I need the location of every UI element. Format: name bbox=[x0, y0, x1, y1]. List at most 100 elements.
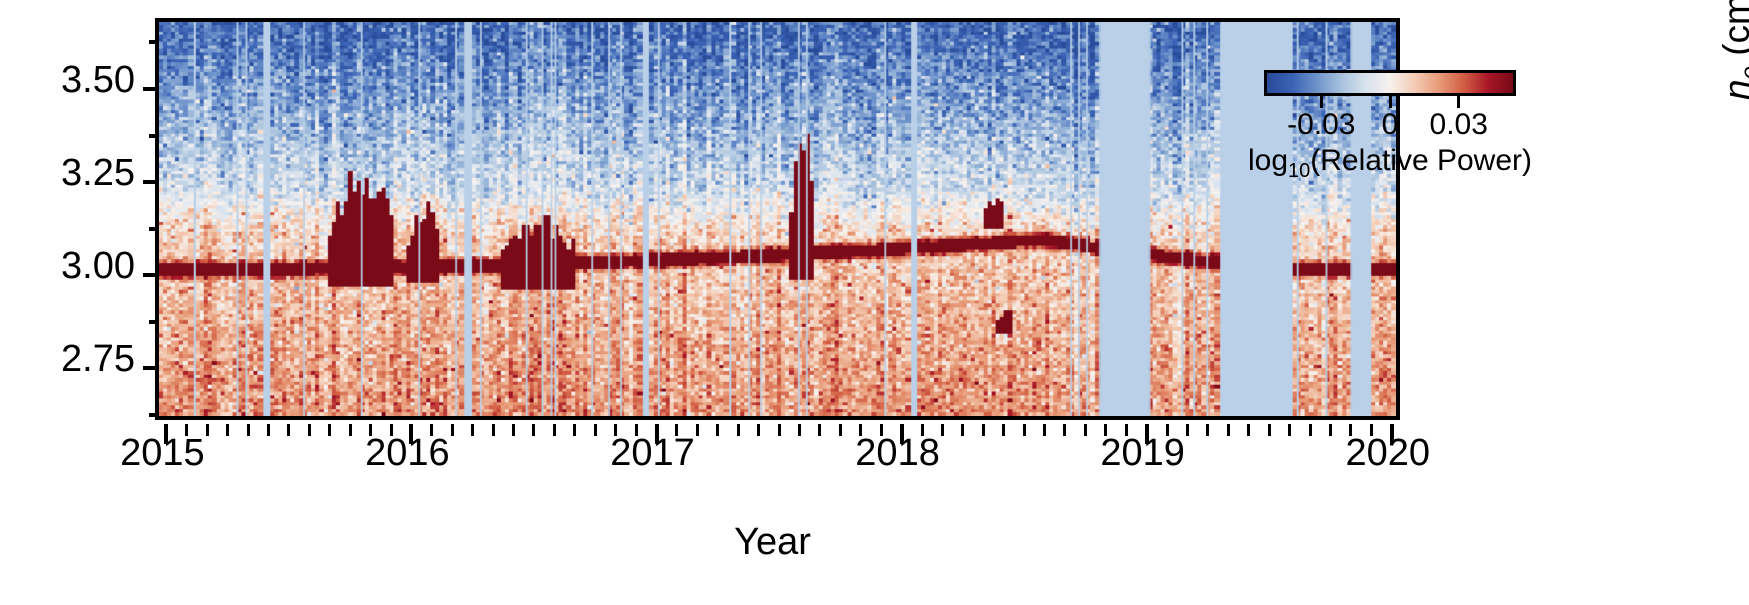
x-axis-minor-tick bbox=[185, 424, 189, 436]
x-axis-minor-tick bbox=[675, 424, 679, 436]
x-axis-minor-tick bbox=[1226, 424, 1230, 436]
x-axis-tick-label: 2015 bbox=[120, 432, 205, 474]
x-axis-minor-tick bbox=[471, 424, 475, 436]
x-axis-minor-tick bbox=[1288, 424, 1292, 436]
x-axis-tick-label: 2016 bbox=[365, 432, 450, 474]
x-axis-minor-tick bbox=[1369, 424, 1373, 436]
y-axis-left-minor-tick bbox=[149, 226, 159, 231]
x-axis-minor-tick bbox=[552, 424, 556, 436]
x-axis-minor-tick bbox=[1104, 424, 1108, 436]
x-axis-minor-tick bbox=[1328, 424, 1332, 436]
x-axis-minor-tick bbox=[491, 424, 495, 436]
x-axis-minor-tick bbox=[328, 424, 332, 436]
x-axis-minor-tick bbox=[1206, 424, 1210, 436]
y-axis-left-tick-label: 2.75 bbox=[61, 338, 135, 381]
x-axis-minor-tick bbox=[961, 424, 965, 436]
x-axis-minor-tick bbox=[879, 424, 883, 436]
colorbar-title-prefix: log bbox=[1247, 144, 1289, 177]
x-axis-minor-tick bbox=[838, 424, 842, 436]
x-axis-minor-tick bbox=[1043, 424, 1047, 436]
colorbar-tick-label: 0.03 bbox=[1429, 108, 1488, 141]
x-axis-tick-label: 2019 bbox=[1100, 432, 1185, 474]
x-axis-tick-label: 2020 bbox=[1345, 432, 1430, 474]
x-axis-minor-tick bbox=[430, 424, 434, 436]
y-axis-left-minor-tick bbox=[149, 40, 159, 45]
x-axis-minor-tick bbox=[226, 424, 230, 436]
y-axis-left-tick bbox=[143, 180, 159, 185]
x-axis-minor-tick bbox=[981, 424, 985, 436]
spectrogram-heatmap bbox=[159, 22, 1396, 416]
x-axis-minor-tick bbox=[716, 424, 720, 436]
ne-units: (cm−3) bbox=[1716, 0, 1749, 56]
x-axis-minor-tick bbox=[757, 424, 761, 436]
colorbar-title: log10(Relative Power) bbox=[1229, 144, 1551, 183]
x-axis-minor-tick bbox=[1267, 424, 1271, 436]
colorbar-tick bbox=[1457, 96, 1461, 108]
x-axis-title: Year bbox=[734, 521, 811, 563]
y-axis-right-title: ne (cm−3) bbox=[1715, 0, 1749, 100]
x-axis-minor-tick bbox=[266, 424, 270, 436]
x-axis-minor-tick bbox=[859, 424, 863, 436]
x-axis-tick-label: 2017 bbox=[610, 432, 695, 474]
x-axis-minor-tick bbox=[1165, 424, 1169, 436]
colorbar-title-sub: 10 bbox=[1288, 160, 1311, 182]
x-axis-minor-tick bbox=[920, 424, 924, 436]
ne-subscript: e bbox=[1737, 66, 1749, 79]
x-axis-minor-tick bbox=[205, 424, 209, 436]
x-axis-minor-tick bbox=[1186, 424, 1189, 436]
y-axis-left-tick-label: 3.50 bbox=[61, 59, 135, 101]
x-axis-minor-tick bbox=[1349, 424, 1353, 436]
x-axis-minor-tick bbox=[369, 424, 373, 436]
x-axis-tick bbox=[1389, 424, 1394, 444]
colorbar-tick bbox=[1388, 96, 1392, 108]
y-axis-left-tick-label: 3.25 bbox=[61, 152, 135, 195]
ne-symbol: n bbox=[1716, 79, 1749, 100]
x-axis-minor-tick bbox=[246, 424, 250, 436]
colorbar-gradient bbox=[1264, 70, 1516, 96]
y-axis-left-tick bbox=[143, 366, 159, 371]
x-axis-minor-tick bbox=[1247, 424, 1251, 436]
x-axis-minor-tick bbox=[450, 424, 454, 436]
x-axis-minor-tick bbox=[287, 424, 291, 436]
y-axis-left-minor-tick bbox=[149, 133, 159, 138]
x-axis-tick bbox=[654, 424, 659, 444]
x-axis-minor-tick bbox=[593, 424, 597, 436]
x-axis-tick bbox=[164, 424, 169, 444]
x-axis-minor-tick bbox=[1083, 424, 1087, 436]
x-axis-minor-tick bbox=[695, 424, 699, 436]
x-axis-tick bbox=[899, 424, 904, 444]
x-axis-minor-tick bbox=[634, 424, 638, 436]
x-axis-minor-tick bbox=[1002, 424, 1006, 436]
plot-area: -0.03 0 0.03 log10(Relative Power) bbox=[143, 18, 1532, 444]
x-axis-minor-tick bbox=[818, 424, 822, 436]
x-axis-minor-tick bbox=[777, 424, 781, 436]
x-axis-minor-tick bbox=[614, 424, 618, 436]
colorbar-title-suffix: (Relative Power) bbox=[1310, 144, 1533, 177]
x-axis-minor-tick bbox=[1308, 424, 1312, 436]
x-axis-minor-tick bbox=[736, 424, 740, 436]
y-axis-left-tick bbox=[143, 87, 159, 91]
x-axis-minor-tick bbox=[1063, 424, 1067, 436]
y-axis-left-minor-tick bbox=[149, 319, 159, 324]
x-axis-minor-tick bbox=[348, 424, 352, 436]
x-axis-minor-tick bbox=[1124, 424, 1128, 436]
colorbar-tick bbox=[1319, 96, 1323, 108]
x-axis-tick bbox=[1144, 424, 1149, 444]
colorbar-tick-label: -0.03 bbox=[1287, 108, 1356, 141]
colorbar-tick-label: 0 bbox=[1381, 108, 1399, 141]
y-axis-left-minor-tick bbox=[149, 412, 159, 417]
x-axis-minor-tick bbox=[1022, 424, 1026, 436]
y-axis-left-tick bbox=[143, 273, 159, 278]
x-axis-minor-tick bbox=[573, 424, 577, 436]
x-axis-minor-tick bbox=[512, 424, 516, 436]
x-axis-tick-label: 2018 bbox=[855, 432, 940, 474]
colorbar-legend: -0.03 0 0.03 log10(Relative Power) bbox=[1248, 70, 1532, 182]
x-axis-minor-tick bbox=[797, 424, 801, 436]
x-axis-minor-tick bbox=[389, 424, 393, 436]
x-axis-tick bbox=[409, 424, 414, 444]
y-axis-left-tick-label: 3.00 bbox=[61, 245, 135, 288]
x-axis-minor-tick bbox=[940, 424, 944, 436]
x-axis-minor-tick bbox=[532, 424, 536, 436]
x-axis-minor-tick bbox=[307, 424, 311, 436]
